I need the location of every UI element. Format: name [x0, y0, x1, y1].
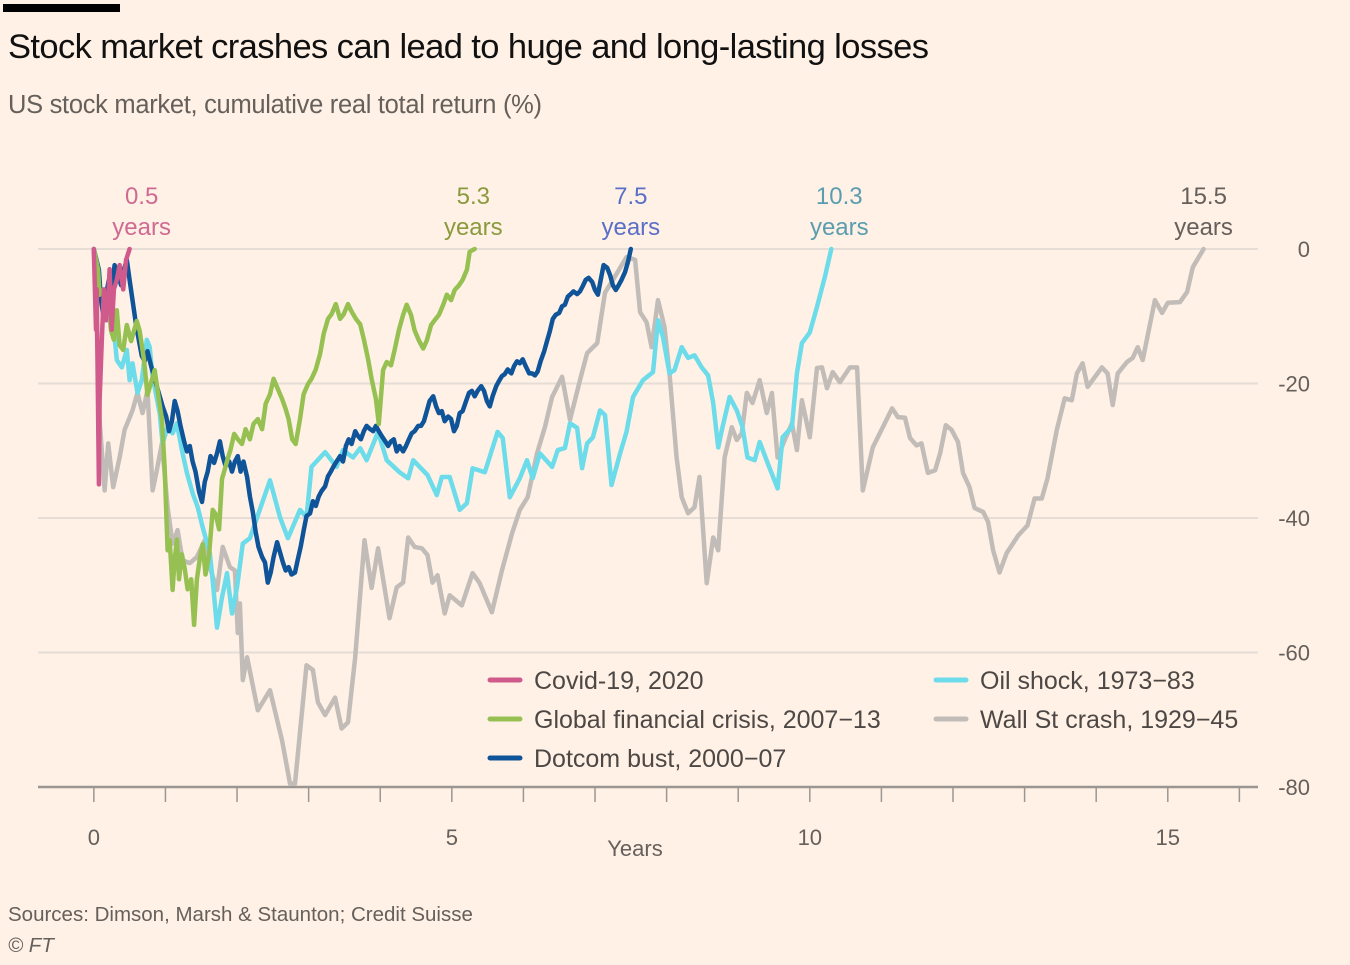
y-tick-label: -60: [1278, 641, 1310, 666]
legend-item-dotcom: Dotcom bust, 2000−07: [487, 745, 786, 773]
series-line-covid: [91, 246, 132, 487]
y-axis: 0 -20 -40 -60 -80: [1278, 237, 1310, 800]
legend-item-oil: Oil shock, 1973−83: [933, 667, 1195, 695]
x-axis-label: Years: [607, 836, 662, 861]
annotation-value: 10.3: [816, 183, 863, 210]
x-axis: Years 0 5 10 15: [38, 785, 1258, 861]
legend-item-wallst: Wall St crash, 1929−45: [933, 706, 1238, 734]
x-tick-label: 0: [88, 825, 100, 850]
annotation-unit: years: [112, 214, 171, 241]
annotation-unit: years: [1174, 214, 1233, 241]
legend-item-gfc: Global financial crisis, 2007−13: [487, 706, 881, 734]
chart-title: Stock market crashes can lead to huge an…: [8, 28, 929, 66]
annotation-gfc: 5.3 years: [444, 183, 503, 241]
legend-label: Global financial crisis, 2007−13: [534, 706, 881, 734]
annotation-wallst: 15.5 years: [1174, 183, 1233, 241]
annotation-value: 5.3: [457, 183, 490, 210]
x-tick-label: 10: [798, 825, 822, 850]
annotation-dotcom: 7.5 years: [601, 183, 660, 241]
source-note: Sources: Dimson, Marsh & Staunton; Credi…: [8, 903, 473, 926]
annotation-oil: 10.3 years: [810, 183, 869, 241]
annotation-value: 7.5: [614, 183, 647, 210]
y-tick-label: 0: [1298, 237, 1310, 262]
legend: Covid-19, 2020 Global financial crisis, 2…: [487, 667, 1238, 773]
y-tick-label: -80: [1278, 775, 1310, 800]
legend-item-covid: Covid-19, 2020: [487, 667, 704, 695]
annotation-unit: years: [444, 214, 503, 241]
legend-label: Dotcom bust, 2000−07: [534, 745, 786, 773]
copyright: © FT: [8, 934, 54, 957]
chart-subtitle: US stock market, cumulative real total r…: [8, 91, 542, 119]
annotation-unit: years: [810, 214, 869, 241]
annotation-value: 0.5: [125, 183, 158, 210]
legend-label: Oil shock, 1973−83: [980, 667, 1195, 695]
annotation-unit: years: [601, 214, 660, 241]
ft-header-rule: [3, 4, 120, 12]
y-tick-label: -20: [1278, 372, 1310, 397]
x-tick-label: 5: [446, 825, 458, 850]
series-line-gfc: [91, 246, 477, 628]
series-line-wallst: [91, 246, 1206, 786]
legend-label: Wall St crash, 1929−45: [980, 706, 1238, 734]
y-tick-label: -40: [1278, 506, 1310, 531]
recovery-annotations: 0.5 years 5.3 years 7.5 years 10.3 years 15.5 yea…: [112, 183, 1233, 241]
x-tick-label: 15: [1156, 825, 1180, 850]
series-line-dotcom: [91, 246, 634, 585]
annotation-covid: 0.5 years: [112, 183, 171, 241]
legend-label: Covid-19, 2020: [534, 667, 704, 695]
series-lines: [91, 246, 1206, 786]
annotation-value: 15.5: [1180, 183, 1227, 210]
